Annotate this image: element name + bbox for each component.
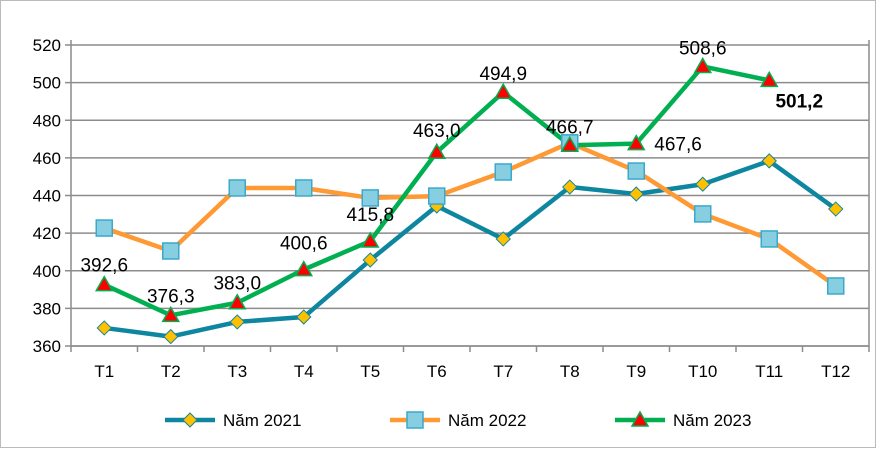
data-point-square [228,179,246,197]
legend-marker-triangle [630,410,650,427]
data-point-diamond [761,153,777,169]
x-tick-label: T3 [227,362,247,381]
data-point-triangle [560,135,580,153]
data-point-square [361,189,379,207]
x-tick-label: T2 [161,362,181,381]
y-tick-label: 440 [33,187,61,206]
y-tick-label: 380 [33,299,61,318]
series-line-Năm-2022 [103,140,838,288]
legend-marker-square [406,411,424,429]
data-label: 376,3 [147,286,195,307]
data-point-triangle [693,56,713,74]
x-tick-label: T1 [94,362,114,381]
data-label: 383,0 [213,274,261,295]
data-point-triangle [493,82,513,99]
data-label: 463,0 [413,121,461,142]
data-label: 467,6 [654,135,702,156]
data-point-triangle [427,142,447,159]
data-point-square [627,162,645,180]
series-line-Năm-2021 [103,158,838,339]
data-point-square [827,277,845,295]
data-point-diamond [828,201,844,217]
data-point-triangle [161,305,181,323]
data-point-diamond [163,328,179,345]
x-tick-label: T8 [560,362,580,381]
data-point-triangle [294,260,314,277]
data-point-diamond [96,320,112,336]
legend-label: Năm 2022 [448,411,526,430]
data-point-diamond [296,309,312,325]
data-label: 392,6 [80,256,128,277]
y-tick-label: 420 [33,224,61,243]
data-point-triangle [227,293,247,310]
data-label: 466,7 [546,117,594,138]
data-point-square [95,219,113,237]
data-point-square [760,230,778,248]
x-tick-label: T9 [626,362,646,381]
data-point-triangle [626,134,646,151]
data-point-diamond [495,231,511,247]
data-label: 508,6 [679,38,727,59]
data-point-diamond [628,186,644,202]
y-tick-label: 500 [33,74,61,93]
data-point-diamond [562,179,578,195]
x-tick-label: T11 [755,362,783,381]
x-tick-label: T10 [688,362,717,381]
data-point-triangle [94,275,114,292]
y-tick-label: 520 [33,36,61,55]
y-tick-label: 460 [33,149,61,168]
x-tick-label: T7 [493,362,513,381]
data-point-diamond [695,176,711,192]
y-tick-label: 480 [33,111,61,130]
data-point-square [295,179,313,197]
x-tick-label: T5 [360,362,380,381]
data-label: 415,8 [346,205,394,226]
data-point-triangle [759,70,779,88]
data-point-square [694,205,712,223]
x-tick-label: T4 [294,362,314,381]
x-tick-label: T6 [427,362,447,381]
data-point-square [494,163,512,181]
data-label: 400,6 [280,234,328,255]
data-label: 501,2 [775,91,823,112]
data-point-diamond [229,314,245,330]
data-point-square [428,187,446,205]
y-tick-label: 360 [33,337,61,356]
x-tick-label: T12 [821,362,850,381]
data-point-square [162,242,180,260]
data-point-diamond [362,252,378,268]
legend-marker-diamond [182,412,198,428]
data-label: 494,9 [479,64,527,85]
legend-label: Năm 2023 [673,411,751,430]
legend-label: Năm 2021 [223,411,301,430]
data-point-triangle [360,231,380,248]
y-tick-label: 400 [33,262,61,281]
